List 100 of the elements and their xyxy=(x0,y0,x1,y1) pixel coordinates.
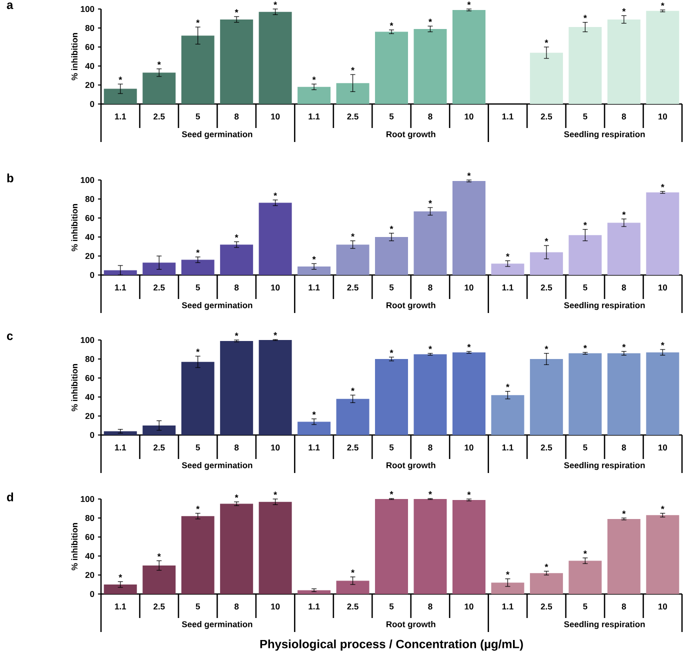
x-tick-label: 5 xyxy=(389,604,394,610)
x-tick-label: 1.1 xyxy=(115,114,126,120)
x-tick-label: 2.5 xyxy=(154,114,165,120)
y-tick-label: 20 xyxy=(85,572,94,578)
text: Seedling respiration xyxy=(564,621,645,629)
y-tick-label: 40 xyxy=(85,234,94,240)
data-label: * xyxy=(622,344,626,348)
x-tick-label: 2.5 xyxy=(154,444,165,451)
x-tick-label: 1.1 xyxy=(502,604,514,610)
text: Root growth xyxy=(386,621,436,629)
data-label: * xyxy=(622,510,626,514)
bar xyxy=(181,516,214,594)
x-tick-label: 8 xyxy=(622,114,626,120)
y-tick-label: 100 xyxy=(80,6,94,12)
x-tick-label: 1.1 xyxy=(308,284,320,290)
x-tick-label: 5 xyxy=(389,114,394,120)
data-label: * xyxy=(467,344,471,348)
bar xyxy=(258,340,292,435)
data-label: * xyxy=(157,553,161,557)
bar xyxy=(298,422,331,435)
bar xyxy=(414,28,447,104)
data-label: * xyxy=(660,342,664,346)
x-tick-label: 2.5 xyxy=(347,604,358,610)
text: Seed germination xyxy=(182,462,252,470)
x-tick-label: 2.5 xyxy=(154,604,165,610)
x-tick-label: 1.1 xyxy=(502,284,514,290)
y-tick-label: 80 xyxy=(85,515,94,521)
data-label: * xyxy=(312,256,316,260)
text: Seed germination xyxy=(182,621,252,629)
data-label: * xyxy=(660,184,664,188)
bar xyxy=(568,560,602,594)
data-label: * xyxy=(351,233,355,237)
data-label: * xyxy=(157,61,161,65)
data-label: * xyxy=(583,344,587,348)
data-label: * xyxy=(583,14,587,18)
y-axis-title: % inhibition xyxy=(71,33,78,80)
data-label: * xyxy=(428,18,432,22)
y-tick-label: 20 xyxy=(85,82,94,88)
data-label: * xyxy=(351,388,355,392)
y-tick-label: 60 xyxy=(85,375,94,381)
x-tick-label: 1.1 xyxy=(308,604,320,610)
data-label: * xyxy=(196,348,200,352)
bar xyxy=(452,352,486,435)
x-tick-label: 5 xyxy=(583,284,588,290)
bar xyxy=(530,52,563,104)
data-label: * xyxy=(660,2,664,6)
x-tick-label: 1.1 xyxy=(115,444,126,450)
bar xyxy=(104,431,137,435)
bar xyxy=(142,72,176,104)
data-label: * xyxy=(660,506,664,510)
bar xyxy=(258,202,292,275)
x-tick-label: 2.5 xyxy=(540,444,552,451)
data-label: * xyxy=(234,494,238,498)
bar xyxy=(452,500,486,594)
x-tick-label: 10 xyxy=(464,604,474,610)
x-tick-label: 1.1 xyxy=(502,444,514,450)
y-tick-label: 0 xyxy=(90,591,94,597)
bar xyxy=(414,499,447,594)
data-label: * xyxy=(390,350,394,354)
x-tick-label: 10 xyxy=(271,604,280,610)
bar xyxy=(336,83,370,104)
chart-title: d xyxy=(7,492,14,502)
data-label: * xyxy=(274,192,278,196)
x-tick-label: 1.1 xyxy=(308,444,320,450)
bar xyxy=(336,580,370,594)
bar xyxy=(607,19,640,104)
y-tick-label: 100 xyxy=(80,337,94,343)
bar xyxy=(336,398,370,435)
data-label: * xyxy=(234,9,238,13)
x-axis-title: Physiological process / Concentration (µg/mL) xyxy=(260,640,523,651)
y-tick-label: 0 xyxy=(90,272,94,278)
x-tick-label: 8 xyxy=(622,284,626,291)
text: Root growth xyxy=(386,462,436,470)
data-label: * xyxy=(544,564,548,568)
y-tick-label: 100 xyxy=(80,177,94,183)
x-tick-label: 2.5 xyxy=(540,604,552,610)
bar xyxy=(220,504,254,594)
bar xyxy=(375,359,408,435)
x-tick-label: 8 xyxy=(622,604,626,610)
x-tick-label: 8 xyxy=(428,444,432,451)
bar xyxy=(181,260,214,275)
bar xyxy=(414,211,447,275)
x-tick-label: 2.5 xyxy=(347,444,358,451)
data-label: * xyxy=(506,571,510,575)
data-label: * xyxy=(351,67,355,71)
data-label: * xyxy=(622,212,626,215)
y-tick-label: 60 xyxy=(85,44,94,50)
data-label: * xyxy=(506,253,510,257)
x-tick-label: 2.5 xyxy=(540,114,552,120)
x-tick-label: 8 xyxy=(234,114,239,120)
text: Root growth xyxy=(386,131,436,139)
y-tick-label: 80 xyxy=(85,356,94,362)
text: Seed germination xyxy=(182,302,252,310)
data-label: * xyxy=(622,8,626,12)
x-tick-label: 10 xyxy=(271,114,280,120)
bar xyxy=(607,518,640,594)
x-tick-label: 8 xyxy=(622,444,626,451)
bar xyxy=(452,180,486,275)
text: Root growth xyxy=(386,302,436,310)
x-tick-label: 2.5 xyxy=(347,284,358,291)
